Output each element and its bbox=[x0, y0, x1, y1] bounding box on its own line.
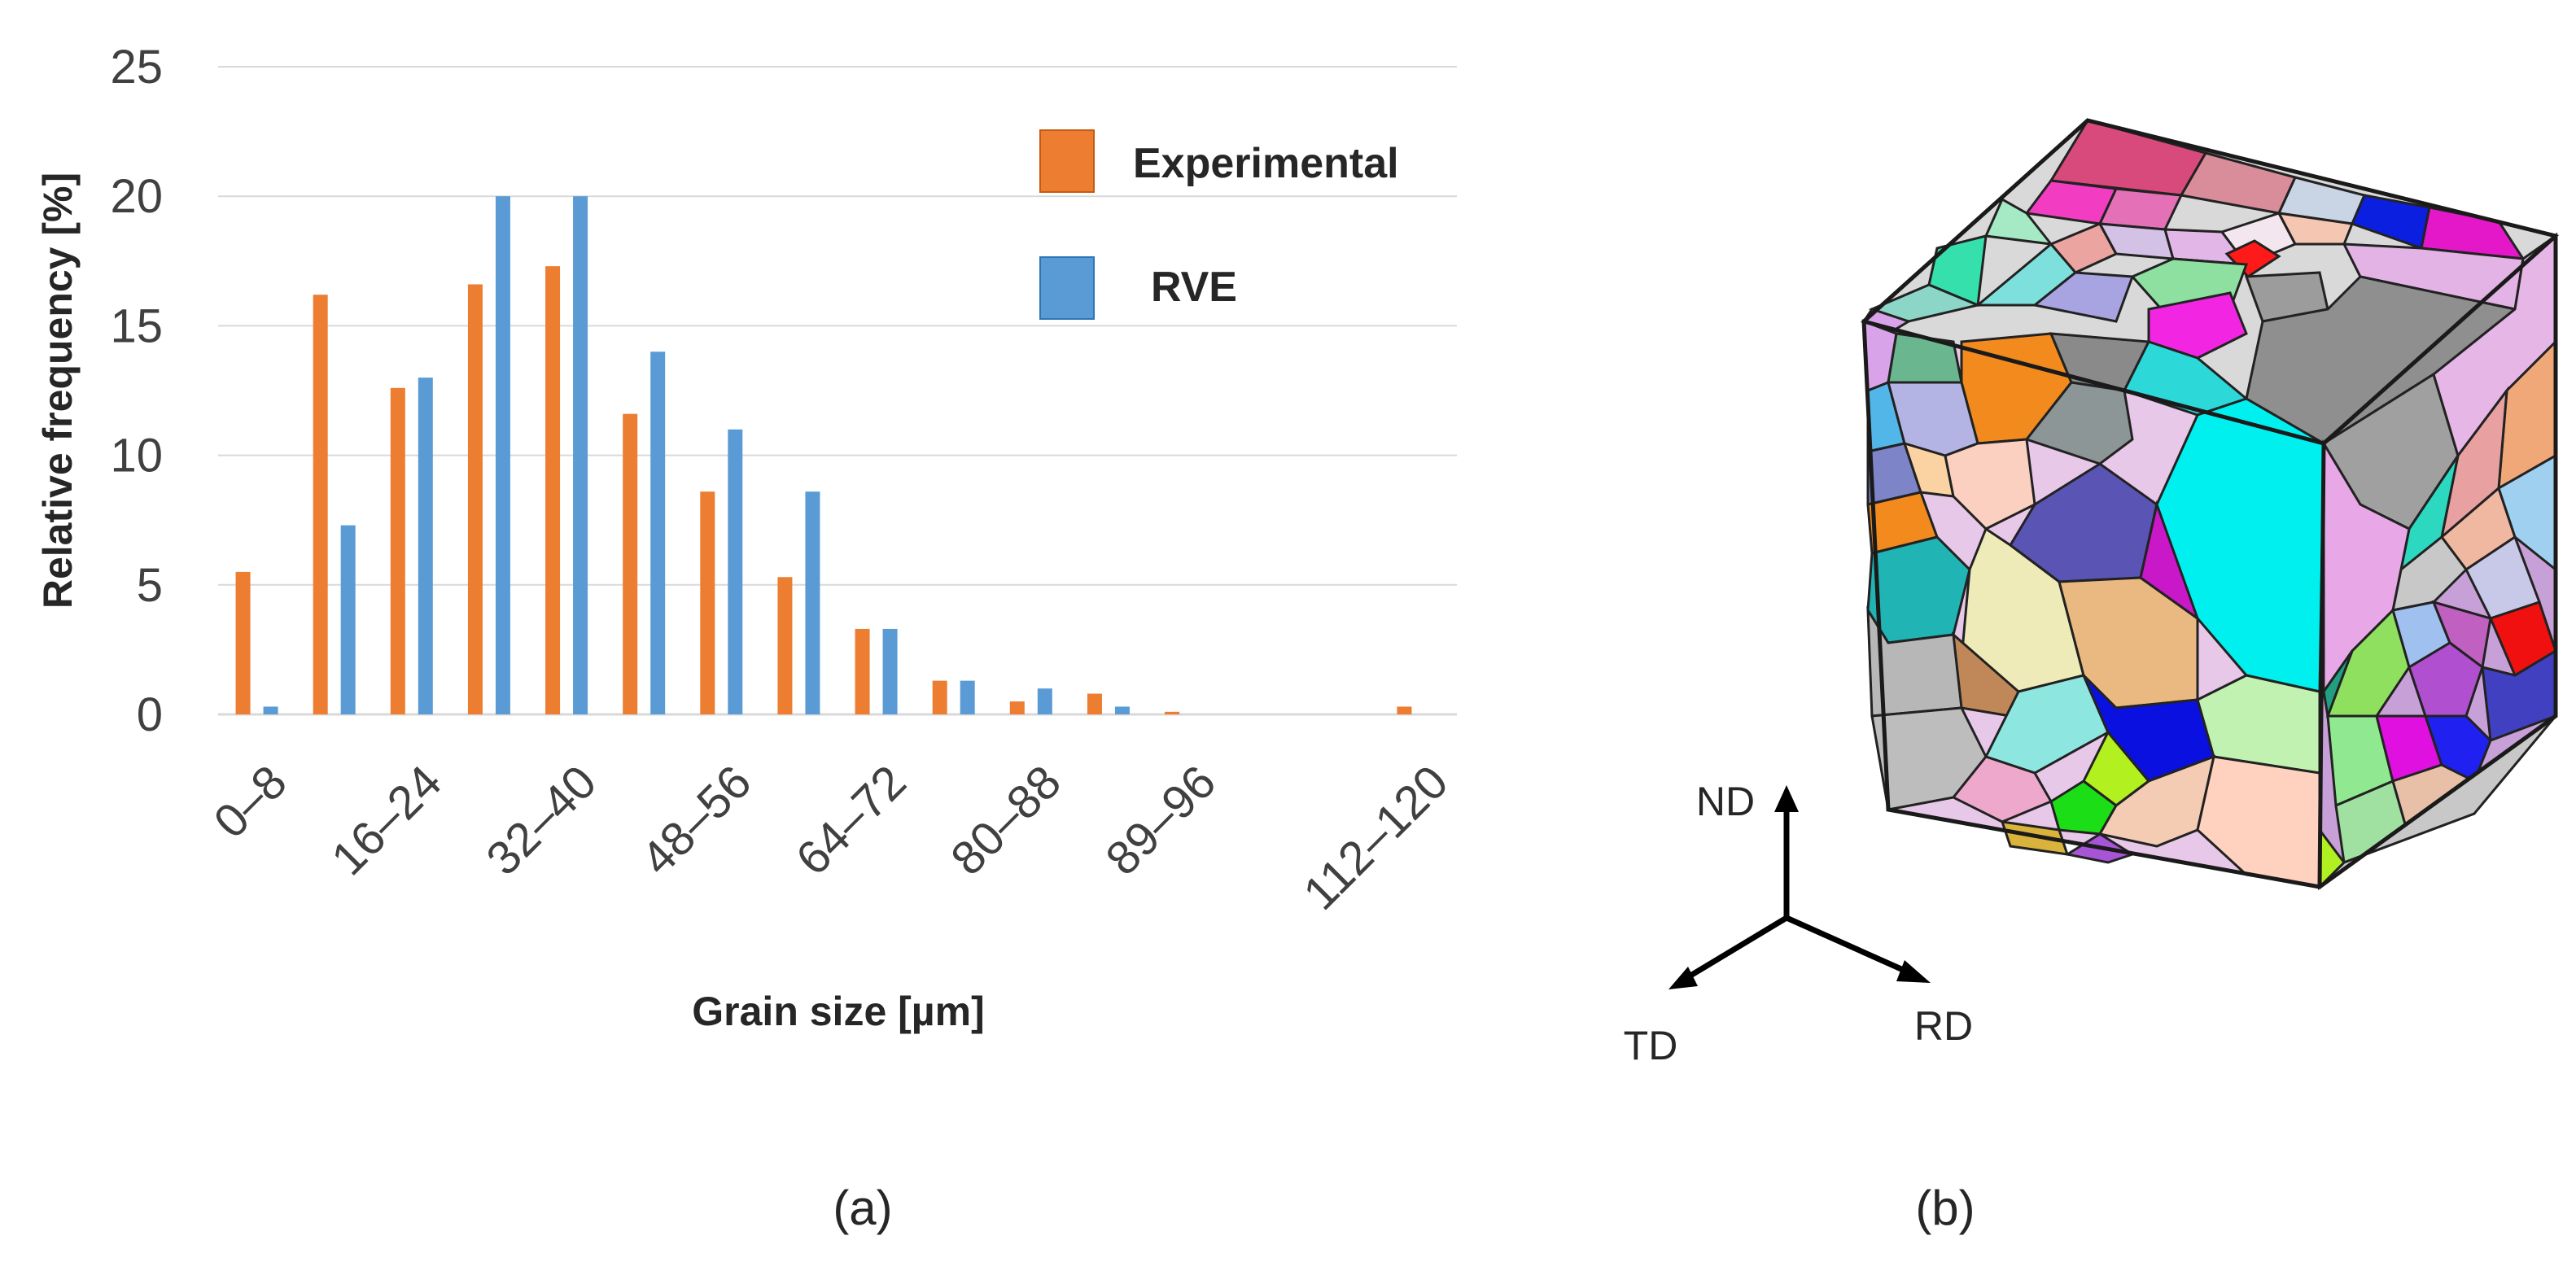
x-tick-label: 112–120 bbox=[1293, 755, 1459, 920]
bar-rve-48–56 bbox=[728, 429, 743, 714]
bar-rve-88–89 bbox=[1114, 706, 1130, 714]
bar-experimental-64–72 bbox=[855, 628, 870, 714]
x-tick-label: 16–24 bbox=[321, 755, 452, 885]
bar-experimental-8–16 bbox=[313, 295, 328, 714]
bar-experimental-72–80 bbox=[932, 680, 947, 714]
bar-experimental-24–32 bbox=[467, 284, 483, 714]
x-tick-label: 0–8 bbox=[203, 755, 296, 848]
x-axis-ticks: 0–8 16–24 32–40 48–56 64–72 80–88 89–96 112–120 bbox=[203, 755, 1458, 920]
bar-experimental-56–64 bbox=[777, 577, 793, 714]
panel-label-b: (b) bbox=[1915, 1181, 1975, 1235]
x-tick-label: 64–72 bbox=[786, 755, 916, 885]
bar-experimental-89–96 bbox=[1165, 711, 1180, 714]
y-tick-label: 0 bbox=[137, 688, 163, 741]
y-tick-label: 15 bbox=[110, 299, 163, 352]
bar-rve-40–48 bbox=[650, 352, 666, 714]
td-arrowhead bbox=[1668, 967, 1698, 989]
top-face-grains bbox=[1861, 119, 2526, 445]
bar-experimental-112–120 bbox=[1397, 706, 1412, 714]
legend-swatch-rve bbox=[1039, 256, 1095, 320]
legend-label-rve: RVE bbox=[1151, 264, 1237, 311]
bar-experimental-80–88 bbox=[1009, 701, 1025, 714]
bar-experimental-88–89 bbox=[1087, 693, 1102, 714]
bar-rve-80–88 bbox=[1037, 688, 1052, 714]
bar-rve-56–64 bbox=[805, 491, 820, 714]
bar-rve-0–8 bbox=[263, 706, 278, 714]
bar-rve-8–16 bbox=[340, 525, 356, 714]
x-tick-label: 80–88 bbox=[941, 755, 1071, 885]
td-arrow bbox=[1685, 915, 1788, 980]
rd-label: RD bbox=[1914, 1003, 1973, 1049]
front-face-grains bbox=[1862, 319, 2325, 889]
rd-arrow bbox=[1785, 915, 1910, 976]
td-label: TD bbox=[1624, 1023, 1678, 1068]
rd-arrowhead bbox=[1896, 960, 1931, 983]
x-tick-label: 89–96 bbox=[1096, 755, 1226, 885]
x-axis-title: Grain size [µm] bbox=[692, 989, 984, 1034]
legend: Experimental RVE bbox=[1039, 129, 1399, 320]
y-axis-ticks: 0 5 10 15 20 25 bbox=[110, 41, 163, 741]
y-tick-label: 10 bbox=[110, 430, 163, 483]
legend-swatch-experimental bbox=[1039, 129, 1095, 193]
y-tick-label: 25 bbox=[110, 41, 163, 94]
y-tick-label: 20 bbox=[110, 170, 163, 223]
x-tick-label: 48–56 bbox=[631, 755, 761, 885]
bar-experimental-16–24 bbox=[390, 387, 405, 714]
bar-rve-16–24 bbox=[418, 378, 433, 714]
grain-size-histogram: 0 5 10 15 20 25 0–8 16–24 32–40 48–56 64–72 80–88 8… bbox=[35, 41, 1459, 1235]
bars bbox=[235, 196, 1412, 715]
y-axis-title: Relative frequency [%] bbox=[35, 172, 81, 609]
bar-rve-24–32 bbox=[495, 196, 510, 714]
sample-axes-triad: ND TD RD bbox=[1624, 779, 1973, 1068]
rve-grain-cube-image bbox=[1860, 118, 2560, 890]
bar-experimental-40–48 bbox=[623, 413, 638, 714]
y-tick-label: 5 bbox=[137, 559, 163, 612]
bar-experimental-32–40 bbox=[545, 266, 561, 715]
nd-label: ND bbox=[1696, 779, 1755, 824]
bar-rve-32–40 bbox=[573, 196, 588, 714]
bar-experimental-48–56 bbox=[700, 491, 715, 714]
panel-label-a: (a) bbox=[833, 1181, 892, 1235]
cube-outline bbox=[1861, 118, 2558, 889]
bar-rve-64–72 bbox=[882, 628, 898, 714]
nd-arrowhead bbox=[1774, 785, 1799, 812]
legend-label-experimental: Experimental bbox=[1133, 140, 1399, 187]
cube-vertical-edge bbox=[2317, 443, 2326, 888]
x-tick-label: 32–40 bbox=[476, 755, 606, 885]
bar-rve-72–80 bbox=[960, 680, 975, 714]
bar-experimental-0–8 bbox=[235, 571, 251, 714]
